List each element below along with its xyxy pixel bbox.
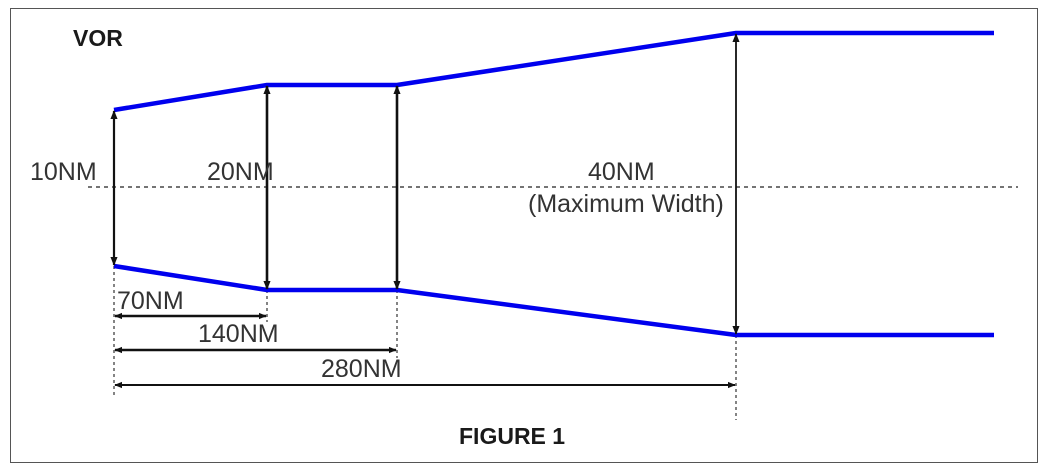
figure-caption: FIGURE 1 (459, 423, 565, 449)
figure-frame (10, 8, 1038, 463)
station-label: VOR (73, 25, 123, 51)
distance-label-70: 70NM (117, 287, 184, 315)
width-label-40-note: (Maximum Width) (528, 190, 724, 218)
width-label-40: 40NM (588, 158, 655, 186)
width-label-20: 20NM (207, 158, 274, 186)
width-label-10: 10NM (30, 158, 97, 186)
upper-boundary (113, 30, 994, 113)
lower-boundary (113, 263, 994, 338)
distance-label-280: 280NM (321, 355, 402, 383)
distance-label-140: 140NM (198, 320, 279, 348)
